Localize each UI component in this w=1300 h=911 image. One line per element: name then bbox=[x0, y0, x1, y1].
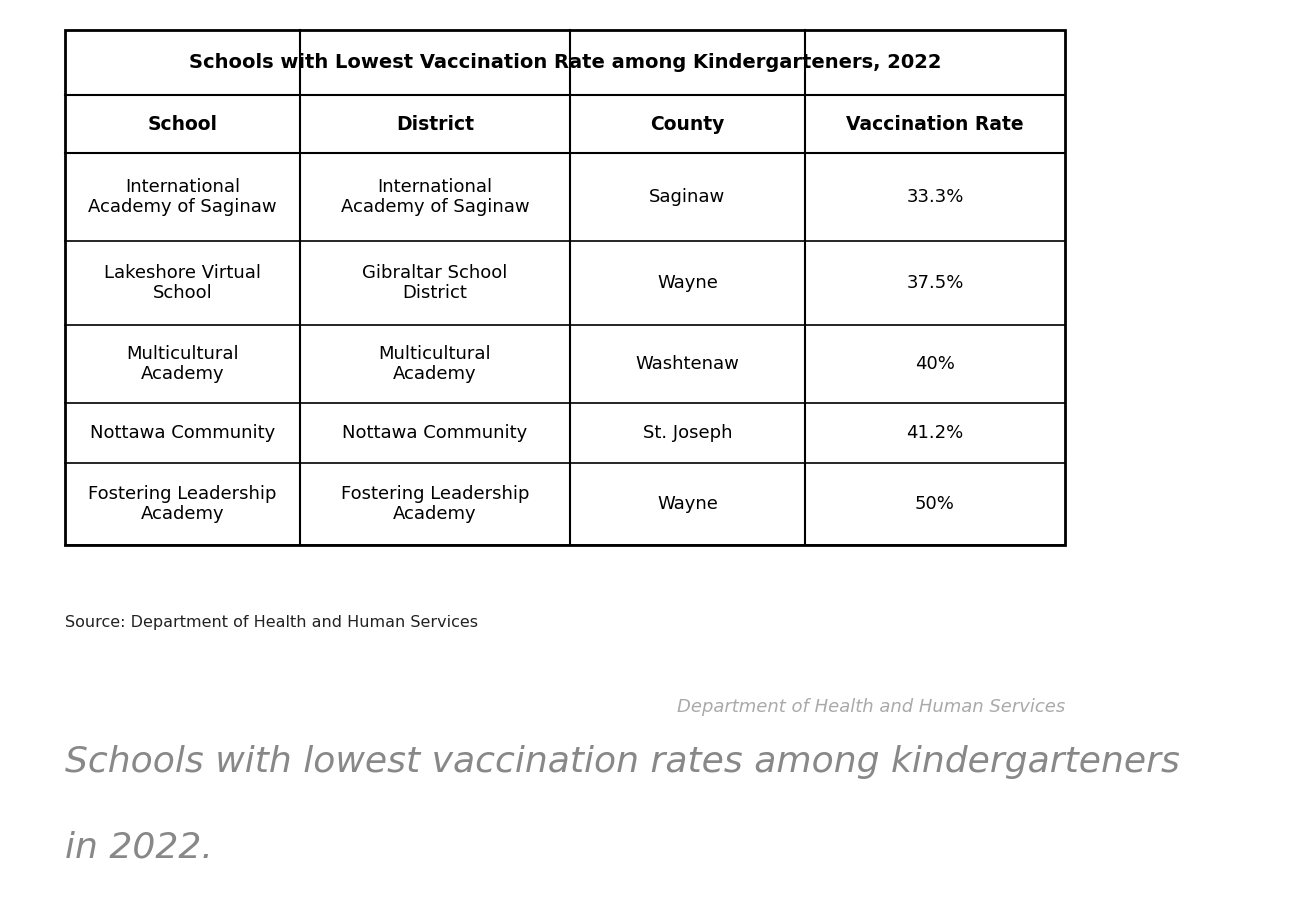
Text: Lakeshore Virtual
School: Lakeshore Virtual School bbox=[104, 263, 261, 302]
Text: County: County bbox=[650, 115, 724, 134]
Text: International
Academy of Saginaw: International Academy of Saginaw bbox=[88, 178, 277, 217]
Text: in 2022.: in 2022. bbox=[65, 830, 213, 864]
Text: Wayne: Wayne bbox=[656, 274, 718, 292]
Text: 50%: 50% bbox=[915, 495, 956, 513]
Text: Multicultural
Academy: Multicultural Academy bbox=[378, 344, 491, 384]
Text: Saginaw: Saginaw bbox=[650, 188, 725, 206]
Text: Multicultural
Academy: Multicultural Academy bbox=[126, 344, 239, 384]
Text: 41.2%: 41.2% bbox=[906, 424, 963, 442]
Text: Schools with Lowest Vaccination Rate among Kindergarteners, 2022: Schools with Lowest Vaccination Rate amo… bbox=[188, 53, 941, 72]
Text: Fostering Leadership
Academy: Fostering Leadership Academy bbox=[88, 485, 277, 524]
Text: Fostering Leadership
Academy: Fostering Leadership Academy bbox=[341, 485, 529, 524]
Text: 40%: 40% bbox=[915, 355, 956, 373]
Text: Department of Health and Human Services: Department of Health and Human Services bbox=[677, 698, 1065, 716]
Text: 33.3%: 33.3% bbox=[906, 188, 963, 206]
Text: Washtenaw: Washtenaw bbox=[636, 355, 740, 373]
Text: International
Academy of Saginaw: International Academy of Saginaw bbox=[341, 178, 529, 217]
Text: 37.5%: 37.5% bbox=[906, 274, 963, 292]
Text: Schools with lowest vaccination rates among kindergarteners: Schools with lowest vaccination rates am… bbox=[65, 745, 1180, 779]
Text: Gibraltar School
District: Gibraltar School District bbox=[363, 263, 508, 302]
Text: Source: Department of Health and Human Services: Source: Department of Health and Human S… bbox=[65, 615, 478, 630]
Text: Nottawa Community: Nottawa Community bbox=[90, 424, 276, 442]
Text: St. Joseph: St. Joseph bbox=[642, 424, 732, 442]
Text: District: District bbox=[396, 115, 474, 134]
Text: Wayne: Wayne bbox=[656, 495, 718, 513]
Text: Nottawa Community: Nottawa Community bbox=[342, 424, 528, 442]
Text: School: School bbox=[147, 115, 217, 134]
Text: Vaccination Rate: Vaccination Rate bbox=[846, 115, 1024, 134]
Bar bbox=[65, 30, 1065, 545]
